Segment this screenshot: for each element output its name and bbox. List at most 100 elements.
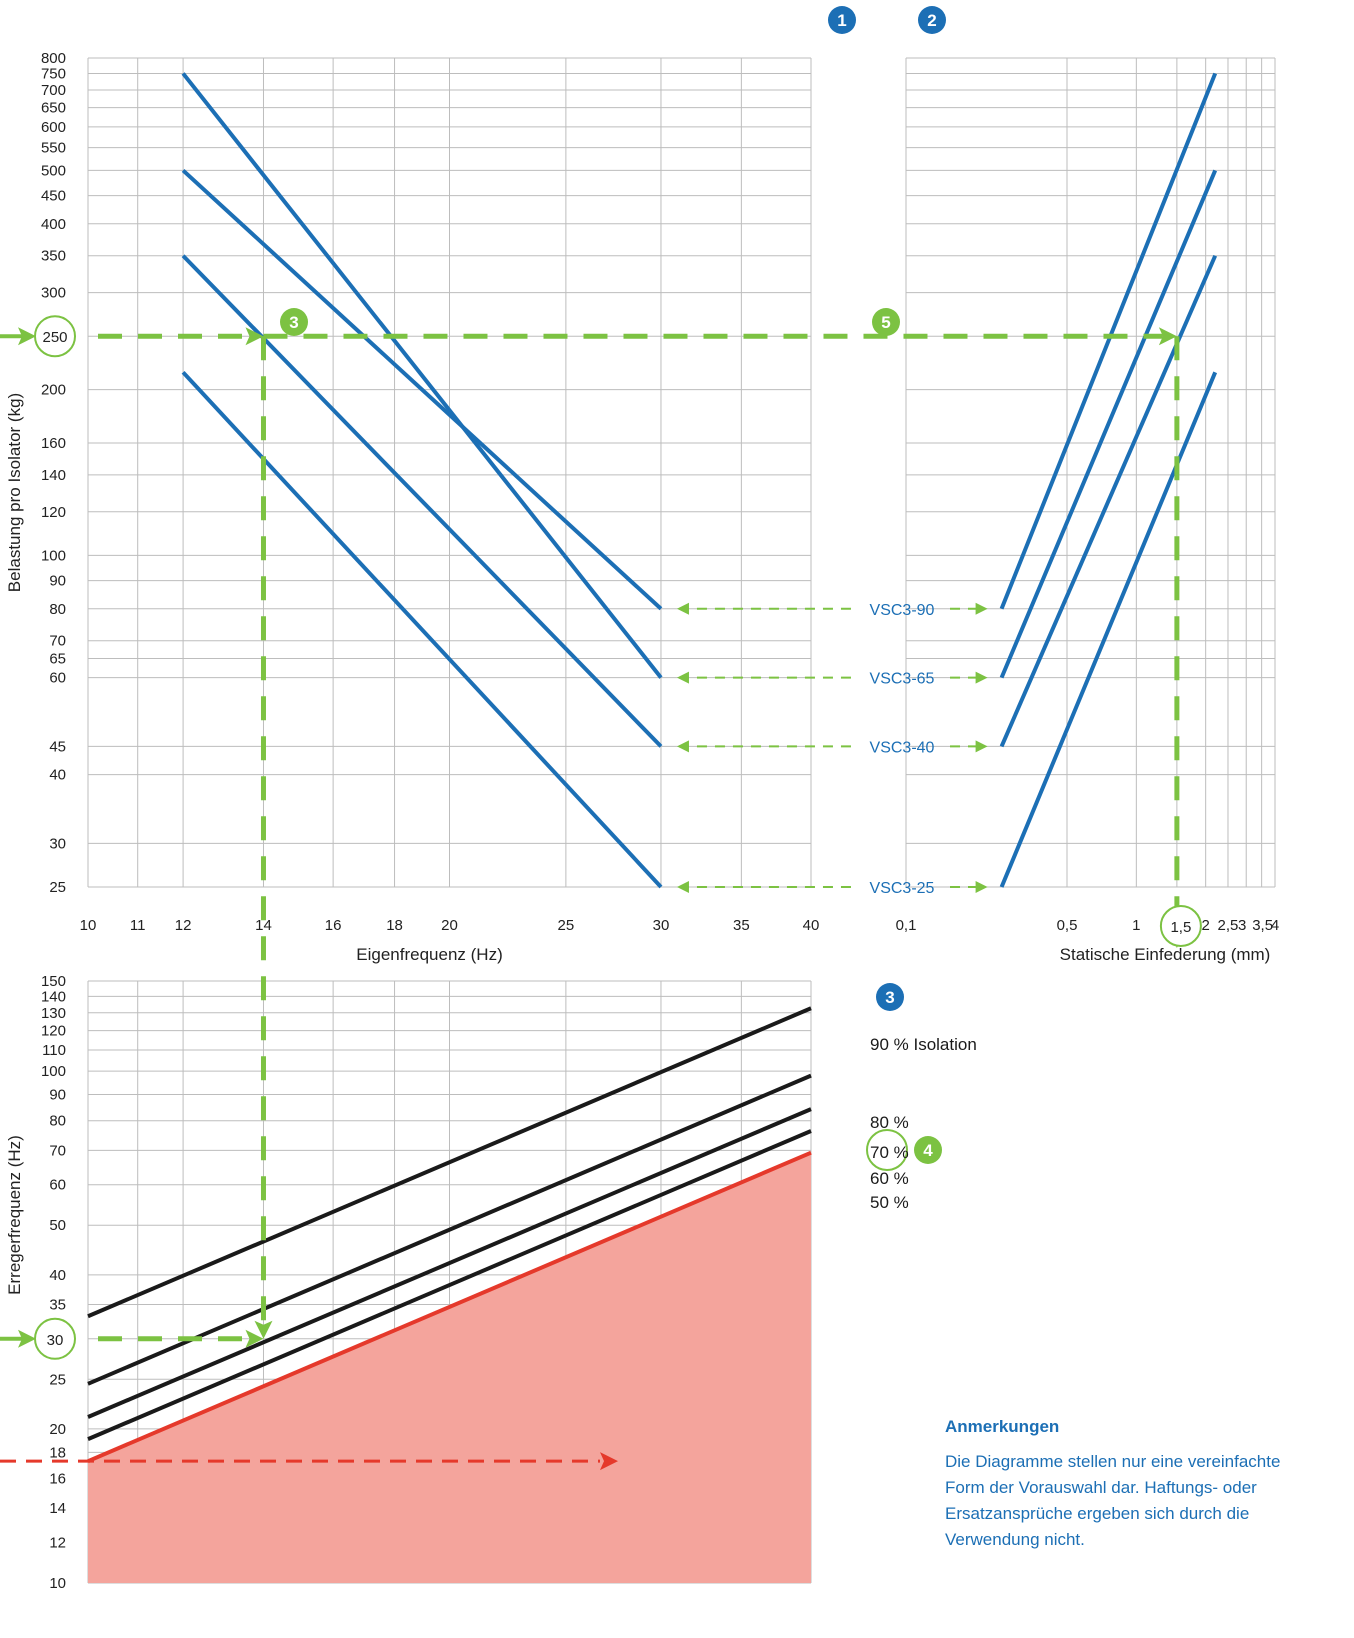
isolation-label-4: 50 % <box>870 1193 909 1212</box>
isolation-y-tick: 60 <box>49 1177 66 1194</box>
step-badge-label: 3 <box>885 988 894 1007</box>
isolation-y-tick: 110 <box>42 1042 66 1059</box>
isolation-y-tick: 14 <box>49 1500 66 1517</box>
step-badge-label: 2 <box>927 11 936 30</box>
highlight-deflection <box>1159 905 1202 947</box>
eigen-y-tick: 140 <box>41 467 66 484</box>
isolation-label-1: 80 % <box>870 1113 909 1132</box>
highlight-excitation <box>34 1317 76 1360</box>
eigen-line-VSC3-25 <box>181 370 663 889</box>
isolation-y-tick: 80 <box>49 1113 66 1130</box>
eigen-y-tick: 40 <box>49 767 66 784</box>
isolation-y-tick: 12 <box>49 1534 66 1551</box>
tick-labels: 2530404560657080901001201401602003003504… <box>5 50 1279 1592</box>
eigen-x-tick: 20 <box>441 917 458 934</box>
step-badge-label: 4 <box>923 1141 933 1160</box>
isolation-y-tick: 70 <box>49 1142 66 1159</box>
arrowhead-load <box>245 327 264 346</box>
arrowhead <box>975 740 988 753</box>
eigen-x-tick: 18 <box>386 917 403 934</box>
isolation-line-4 <box>87 1150 812 1463</box>
eigen-y-axis-label: Belastung pro Isolator (kg) <box>5 393 24 592</box>
arrowhead-frequency <box>254 1320 273 1339</box>
deflection-x-tick: 2,5 <box>1218 917 1239 934</box>
arrowhead <box>975 881 988 893</box>
eigen-y-tick: 450 <box>41 188 66 205</box>
eigen-line-VSC3-90 <box>181 168 663 611</box>
eigen-y-tick: 400 <box>41 216 66 233</box>
eigen-y-tick: 750 <box>41 65 66 82</box>
eigen-y-tick: 200 <box>41 382 66 399</box>
highlight-deflection-label: 1,5 <box>1170 919 1191 936</box>
model-label: VSC3-25 <box>870 880 935 897</box>
step-badge-3 <box>876 983 904 1011</box>
step-badge-label: 1 <box>837 11 846 30</box>
eigen-y-tick: 160 <box>41 435 66 452</box>
arrowhead-deflection <box>1158 327 1177 346</box>
arrowhead <box>676 671 689 684</box>
deflection-x-tick: 4 <box>1271 917 1279 934</box>
arrowhead <box>676 740 689 753</box>
highlight-load-label: 250 <box>42 329 67 346</box>
eigen-x-tick: 16 <box>325 917 342 934</box>
isolation-y-tick: 35 <box>49 1297 66 1314</box>
deflection-line-VSC3-25 <box>999 371 1218 888</box>
deflection-line-VSC3-40 <box>999 254 1218 748</box>
isolation-y-tick: 16 <box>49 1471 66 1488</box>
step-badge-2 <box>918 6 946 34</box>
eigen-x-axis-label: Eigenfrequenz (Hz) <box>356 945 502 964</box>
model-label: VSC3-90 <box>870 602 935 619</box>
eigen-y-tick: 30 <box>49 835 66 852</box>
eigen-y-tick: 90 <box>49 573 66 590</box>
eigen-x-tick: 14 <box>255 917 272 934</box>
isolation-line-1 <box>87 1073 812 1386</box>
notes-text: Die Diagramme stellen nur eine vereinfac… <box>945 1452 1281 1549</box>
highlight-isolation <box>866 1129 908 1171</box>
arrowhead <box>676 881 689 893</box>
eigen-y-tick: 600 <box>41 119 66 136</box>
step-badge-5 <box>872 308 900 336</box>
isolation-y-tick: 150 <box>41 973 66 990</box>
eigen-y-tick: 120 <box>41 504 66 521</box>
eigen-x-tick: 10 <box>80 917 97 934</box>
isolation-line-2 <box>87 1107 812 1419</box>
isolation-label-0: 90 % Isolation <box>870 1035 977 1054</box>
eigen-y-tick: 800 <box>41 50 66 67</box>
eigen-y-tick: 100 <box>41 547 66 564</box>
guide-arrows <box>0 315 1202 1471</box>
eigen-y-tick: 500 <box>41 162 66 179</box>
eigen-x-tick: 25 <box>558 917 575 934</box>
deflection-line-VSC3-65 <box>999 169 1218 679</box>
eigen-line-VSC3-40 <box>181 254 663 748</box>
isolation-y-axis-label: Erregerfrequenz (Hz) <box>5 1135 24 1295</box>
step-badge-label: 3 <box>289 313 298 332</box>
deflection-x-tick: 1 <box>1132 917 1140 934</box>
red-arrowhead <box>600 1452 618 1471</box>
isolation-y-tick: 120 <box>41 1023 66 1040</box>
isolation-y-tick: 25 <box>49 1371 66 1388</box>
eigen-line-VSC3-65 <box>181 72 663 679</box>
notes-title: Anmerkungen <box>945 1417 1060 1436</box>
model-label: VSC3-65 <box>870 671 935 688</box>
deflection-x-tick: 3,5 <box>1252 917 1273 934</box>
step-badge-3 <box>280 308 308 336</box>
isolation-label-2: 70 % <box>870 1143 909 1162</box>
eigen-y-tick: 550 <box>41 140 66 157</box>
isolation-line-3 <box>87 1129 812 1441</box>
isolation-y-tick: 20 <box>49 1421 66 1438</box>
isolation-label-3: 60 % <box>870 1169 909 1188</box>
entry-arrowhead-load <box>18 327 36 346</box>
step-badge-1 <box>828 6 856 34</box>
eigen-y-tick: 700 <box>41 82 66 99</box>
isolation-y-tick: 50 <box>49 1217 66 1234</box>
eigen-y-tick: 650 <box>41 100 66 117</box>
highlight-load <box>34 315 76 358</box>
arrowhead <box>975 602 988 615</box>
highlight-excitation-label: 30 <box>47 1332 64 1349</box>
isolation-line-0 <box>87 1006 812 1319</box>
isolation-y-tick: 40 <box>49 1267 66 1284</box>
eigen-y-tick: 25 <box>49 879 66 896</box>
eigen-x-tick: 11 <box>130 917 146 934</box>
isolation-y-tick: 130 <box>41 1005 66 1022</box>
